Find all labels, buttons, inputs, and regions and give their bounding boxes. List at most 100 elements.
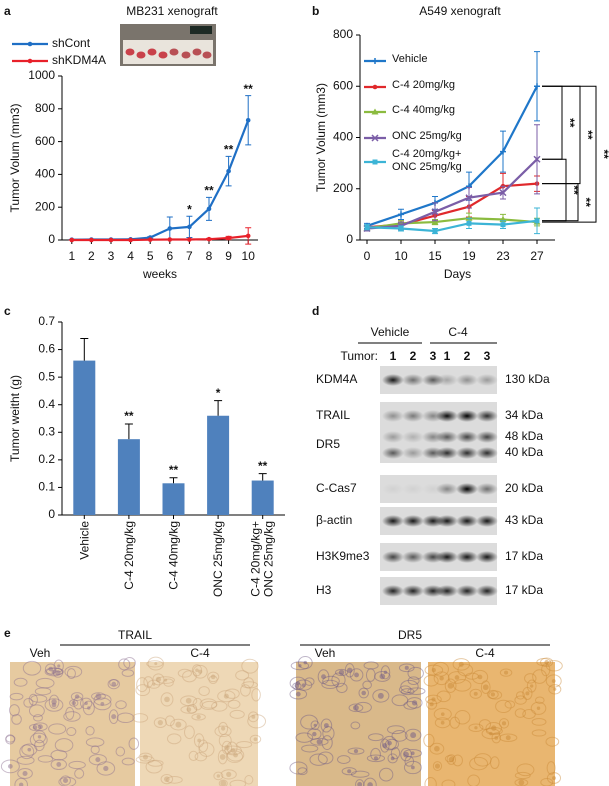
marker [226, 168, 231, 174]
ihc-cell [336, 682, 348, 694]
ihc-cell [301, 744, 319, 753]
ihc-cell [522, 686, 533, 701]
ihc-image [423, 657, 563, 786]
ihc-cell [30, 694, 48, 703]
ihc-cell [63, 711, 81, 722]
ihc-cell [29, 732, 48, 748]
ihc-nucleus [505, 735, 511, 741]
ihc-cell [350, 721, 361, 730]
ihc-cell [11, 713, 22, 725]
legend-marker [371, 134, 379, 142]
ihc-cell [116, 712, 135, 724]
inset-tumor [192, 48, 202, 56]
x-tick-label: 10 [394, 249, 408, 263]
y-axis-label: Tumor Volum (mm3) [8, 104, 22, 213]
ihc-nucleus [316, 739, 323, 745]
blot-size-label: 20 kDa [505, 481, 543, 495]
y-tick-label: 1000 [28, 68, 55, 82]
lane-label: 2 [464, 349, 471, 363]
blot-row-label: C-Cas7 [316, 481, 357, 495]
y-tick-label: 0.1 [38, 480, 55, 494]
ihc-cell [548, 684, 562, 695]
ihc-cell [60, 775, 71, 786]
ihc-nucleus [312, 731, 317, 737]
x-tick-label: 10 [242, 249, 256, 263]
ihc-cell [180, 705, 198, 714]
significance: * [187, 202, 192, 216]
blot-band [402, 483, 424, 495]
ihc-cell [118, 658, 131, 671]
x-tick-label: 6 [166, 249, 173, 263]
ihc-nucleus [175, 721, 182, 728]
x-tick-label: Vehicle [76, 521, 91, 560]
ihc-cell [348, 703, 364, 713]
marker [500, 222, 506, 228]
ihc-nucleus [57, 664, 61, 668]
ihc-background [428, 662, 555, 786]
ihc-cell [93, 693, 112, 706]
ihc-nucleus [87, 706, 91, 710]
blot-band [456, 410, 478, 422]
ihc-nucleus [294, 683, 300, 689]
ihc-cell [320, 718, 333, 733]
ihc-cell [160, 692, 174, 707]
y-tick-label: 200 [333, 181, 353, 195]
error-bar [80, 338, 89, 361]
y-tick-label: 0.4 [38, 397, 55, 411]
ihc-cell [21, 743, 38, 756]
marker [465, 194, 473, 202]
ihc-cell [350, 770, 370, 778]
ihc-nucleus [295, 691, 301, 697]
series-line [366, 219, 538, 233]
ihc-cell [0, 759, 20, 774]
blot-band [476, 585, 498, 597]
ihc-nucleus [221, 726, 226, 731]
ihc-label: Veh [315, 646, 336, 660]
ihc-cell [52, 667, 64, 678]
ihc-cell [446, 754, 457, 765]
ihc-cell [390, 747, 401, 760]
marker [534, 83, 540, 90]
blot-row-label: DR5 [316, 437, 340, 451]
blot-band [456, 585, 478, 597]
ihc-cell [214, 725, 232, 738]
ihc-nucleus [525, 691, 530, 696]
ihc-cell [321, 735, 333, 751]
legend-marker [27, 58, 33, 64]
ihc-cell [355, 779, 365, 786]
marker [466, 220, 472, 226]
significance: ** [597, 149, 609, 159]
blot-size-label: 17 kDa [505, 549, 543, 563]
ihc-cell [468, 723, 484, 733]
bar [117, 439, 140, 515]
panel-label: d [312, 304, 319, 318]
blot-row-label: TRAIL [316, 408, 350, 422]
blot-row-label: β-actin [316, 513, 352, 527]
ihc-nucleus [373, 756, 378, 761]
ihc-cell [241, 658, 259, 674]
x-axis-label: Days [444, 267, 471, 281]
ihc-nucleus [353, 748, 359, 754]
ihc-nucleus [253, 737, 258, 742]
inset-tumor [147, 48, 157, 56]
series-line [366, 85, 538, 227]
legend-label: C-4 20mg/kg+ ONC 25mg/kg [392, 148, 462, 173]
ihc-nucleus [32, 725, 38, 730]
ihc-cell [321, 679, 339, 689]
ihc-cell [447, 671, 467, 684]
ihc-cell [96, 761, 116, 776]
ihc-cell [5, 734, 16, 743]
ihc-cell [193, 733, 205, 748]
ihc-cell [514, 695, 527, 705]
ihc-nucleus [473, 691, 478, 696]
ihc-cell [166, 775, 183, 784]
series-line [71, 234, 249, 242]
ihc-cell [44, 698, 64, 712]
blot-size-label: 40 kDa [505, 445, 543, 459]
marker [364, 224, 370, 230]
ihc-cell [108, 709, 119, 724]
blot-band [456, 374, 478, 386]
ihc-nucleus [196, 714, 201, 720]
ihc-cell [198, 686, 210, 697]
